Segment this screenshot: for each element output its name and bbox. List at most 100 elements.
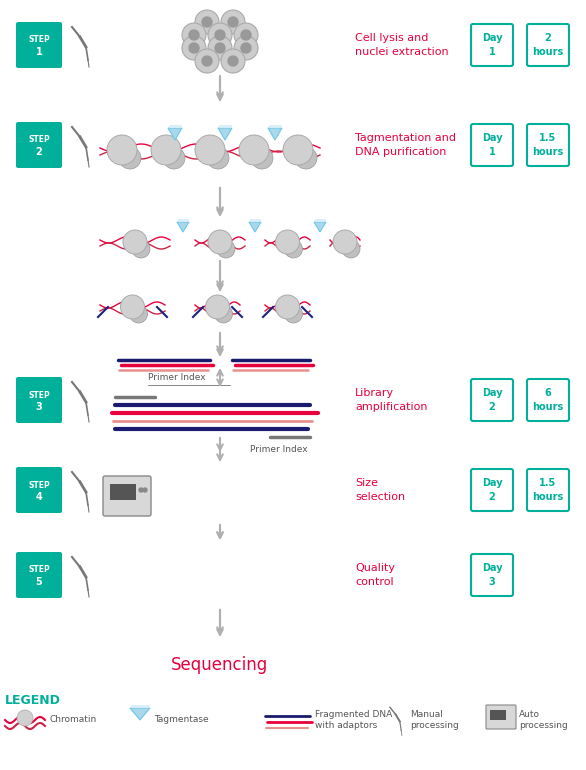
Circle shape — [228, 56, 238, 66]
Circle shape — [139, 488, 143, 492]
Circle shape — [182, 36, 206, 60]
Circle shape — [333, 230, 357, 254]
Circle shape — [119, 147, 141, 169]
Text: Cell lysis and
nuclei extraction: Cell lysis and nuclei extraction — [355, 33, 449, 57]
Text: Day
1: Day 1 — [482, 33, 502, 57]
Text: Day
2: Day 2 — [482, 388, 502, 412]
FancyBboxPatch shape — [16, 22, 62, 68]
Circle shape — [208, 230, 232, 254]
Circle shape — [295, 147, 317, 169]
Text: 4: 4 — [36, 492, 42, 502]
Circle shape — [234, 36, 258, 60]
Text: STEP: STEP — [28, 136, 50, 145]
Polygon shape — [177, 222, 189, 232]
Text: Fragmented DNA
with adaptors: Fragmented DNA with adaptors — [315, 710, 392, 730]
FancyBboxPatch shape — [471, 124, 513, 166]
Circle shape — [217, 240, 235, 258]
Text: Day
2: Day 2 — [482, 478, 502, 501]
FancyBboxPatch shape — [103, 476, 151, 516]
Text: STEP: STEP — [28, 390, 50, 400]
Text: Chromatin: Chromatin — [50, 715, 97, 725]
Circle shape — [189, 43, 199, 53]
FancyBboxPatch shape — [527, 379, 569, 421]
Circle shape — [275, 230, 299, 254]
FancyBboxPatch shape — [110, 484, 136, 500]
Circle shape — [130, 305, 148, 323]
Circle shape — [207, 147, 229, 169]
Polygon shape — [130, 708, 150, 720]
FancyBboxPatch shape — [471, 24, 513, 66]
Circle shape — [251, 147, 273, 169]
Circle shape — [241, 43, 251, 53]
FancyBboxPatch shape — [471, 469, 513, 511]
Text: 6
hours: 6 hours — [532, 388, 564, 412]
FancyBboxPatch shape — [486, 705, 516, 729]
Text: STEP: STEP — [28, 35, 50, 45]
Text: Primer Index: Primer Index — [250, 446, 308, 454]
Text: Manual
processing: Manual processing — [410, 710, 459, 730]
Circle shape — [208, 23, 232, 47]
Circle shape — [206, 295, 230, 319]
Polygon shape — [249, 222, 261, 232]
FancyBboxPatch shape — [471, 379, 513, 421]
Text: LEGEND: LEGEND — [5, 694, 61, 707]
Polygon shape — [168, 128, 182, 140]
FancyBboxPatch shape — [16, 467, 62, 513]
Circle shape — [221, 49, 245, 73]
Circle shape — [214, 305, 233, 323]
Text: Day
1: Day 1 — [482, 133, 502, 156]
FancyBboxPatch shape — [490, 710, 506, 720]
Text: Tagmentation and
DNA purification: Tagmentation and DNA purification — [355, 133, 456, 156]
Text: 5: 5 — [36, 577, 42, 587]
Text: Size
selection: Size selection — [355, 478, 405, 501]
FancyBboxPatch shape — [527, 24, 569, 66]
Text: Auto
processing: Auto processing — [519, 710, 568, 730]
Circle shape — [17, 710, 33, 726]
Text: 2: 2 — [36, 147, 42, 157]
Circle shape — [215, 30, 225, 40]
Text: Quality
control: Quality control — [355, 564, 395, 587]
Circle shape — [202, 17, 212, 27]
Circle shape — [284, 305, 302, 323]
Circle shape — [228, 17, 238, 27]
Circle shape — [241, 30, 251, 40]
Circle shape — [208, 36, 232, 60]
Text: 3: 3 — [36, 402, 42, 412]
FancyBboxPatch shape — [527, 469, 569, 511]
Text: Tagmentase: Tagmentase — [154, 715, 209, 725]
Circle shape — [195, 135, 225, 165]
Text: 2
hours: 2 hours — [532, 33, 564, 57]
Circle shape — [215, 43, 225, 53]
FancyBboxPatch shape — [16, 122, 62, 168]
FancyBboxPatch shape — [16, 377, 62, 423]
Text: Library
amplification: Library amplification — [355, 388, 428, 412]
Text: 1.5
hours: 1.5 hours — [532, 133, 564, 156]
Text: STEP: STEP — [28, 565, 50, 574]
Text: STEP: STEP — [28, 480, 50, 490]
Circle shape — [195, 49, 219, 73]
Text: 1: 1 — [36, 47, 42, 57]
Circle shape — [163, 147, 185, 169]
Text: 1.5
hours: 1.5 hours — [532, 478, 564, 501]
FancyBboxPatch shape — [16, 552, 62, 598]
Circle shape — [221, 10, 245, 34]
Circle shape — [202, 56, 212, 66]
Circle shape — [143, 488, 147, 492]
Circle shape — [107, 135, 137, 165]
FancyBboxPatch shape — [527, 124, 569, 166]
Text: Sequencing: Sequencing — [171, 656, 268, 674]
Circle shape — [132, 240, 150, 258]
Circle shape — [151, 135, 181, 165]
Circle shape — [234, 23, 258, 47]
Circle shape — [275, 295, 299, 319]
Circle shape — [189, 30, 199, 40]
Circle shape — [342, 240, 360, 258]
Polygon shape — [314, 222, 326, 232]
Circle shape — [182, 23, 206, 47]
Circle shape — [239, 135, 269, 165]
Circle shape — [195, 10, 219, 34]
Circle shape — [283, 135, 313, 165]
FancyBboxPatch shape — [471, 554, 513, 596]
Polygon shape — [268, 128, 282, 140]
Circle shape — [284, 240, 302, 258]
